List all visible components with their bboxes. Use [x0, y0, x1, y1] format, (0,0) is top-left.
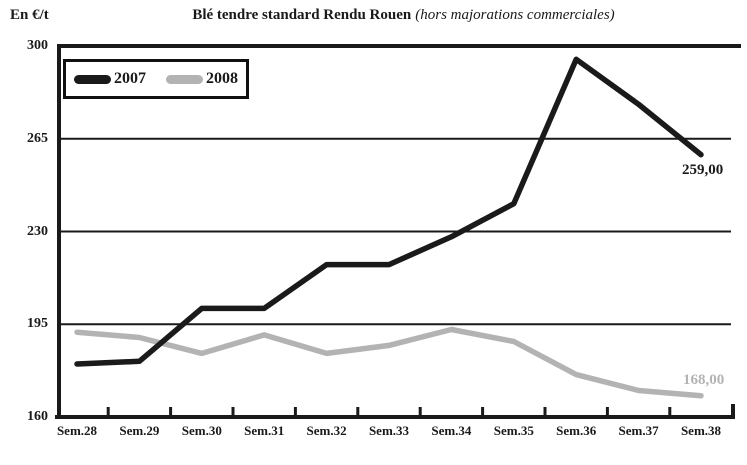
series-2008-final-value-label: 168,00 — [683, 372, 725, 388]
x-tick-label: Sem.37 — [618, 423, 659, 438]
y-axis-unit-label: En €/t — [10, 7, 49, 23]
chart-title-qualifier: (hors majorations commerciales) — [415, 7, 615, 23]
chart-title: Blé tendre standard Rendu Rouen (hors maj… — [60, 7, 747, 24]
x-tick-label: Sem.35 — [493, 423, 534, 438]
legend: 2007 2008 — [63, 59, 249, 99]
x-tick-label: Sem.33 — [368, 423, 410, 438]
series-2008-line-swatch — [166, 74, 203, 84]
series-2007-final-value-label: 259,00 — [682, 162, 724, 178]
chart-title-main: Blé tendre standard Rendu Rouen — [192, 7, 412, 23]
legend-label-2007: 2007 — [114, 70, 146, 87]
y-tick-label: 195 — [27, 316, 48, 332]
legend-label-2008: 2008 — [206, 70, 238, 87]
y-tick-label: 160 — [27, 409, 48, 424]
x-tick-label: Sem.32 — [306, 423, 347, 438]
x-tick-label: Sem.30 — [181, 423, 222, 438]
y-tick-label: 265 — [27, 130, 48, 146]
legend-item-2007: 2007 — [74, 70, 146, 88]
y-tick-label: 230 — [27, 223, 48, 239]
x-tick-label: Sem.36 — [556, 423, 597, 438]
y-tick-label: 300 — [27, 38, 48, 53]
x-tick-label: Sem.28 — [56, 423, 98, 438]
x-tick-label: Sem.38 — [680, 423, 722, 438]
series-2007-line-swatch — [74, 74, 111, 84]
x-tick-label: Sem.31 — [244, 423, 285, 438]
x-tick-label: Sem.34 — [431, 423, 472, 438]
legend-item-2008: 2008 — [166, 70, 238, 88]
x-tick-label: Sem.29 — [119, 423, 160, 438]
